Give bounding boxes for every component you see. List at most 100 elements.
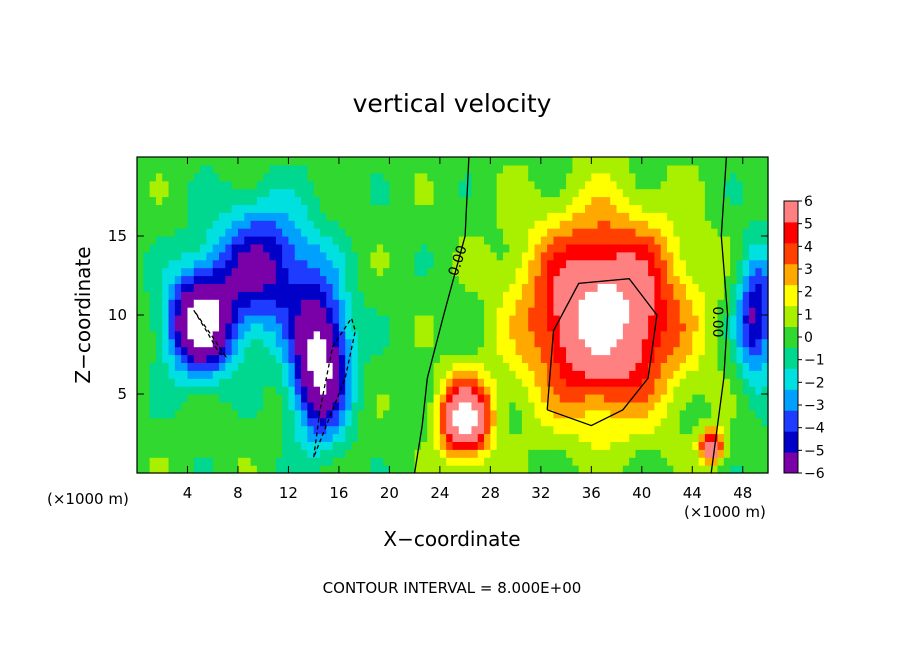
heatmap-cell	[698, 157, 706, 166]
heatmap-cell	[597, 370, 605, 379]
heatmap-cell	[730, 259, 738, 269]
heatmap-cell	[212, 457, 220, 466]
heatmap-cell	[155, 425, 163, 435]
heatmap-cell	[597, 409, 605, 419]
heatmap-cell	[490, 441, 498, 450]
heatmap-cell	[591, 291, 599, 300]
heatmap-cell	[256, 354, 264, 363]
heatmap-cell	[162, 449, 170, 458]
heatmap-cell	[603, 299, 611, 308]
heatmap-cell	[673, 449, 681, 458]
heatmap-cell	[452, 386, 460, 395]
heatmap-cell	[667, 188, 674, 198]
heatmap-cell	[338, 378, 346, 387]
heatmap-cell	[206, 338, 214, 348]
heatmap-cell	[414, 196, 422, 205]
heatmap-cell	[698, 417, 706, 427]
heatmap-cell	[420, 164, 428, 174]
heatmap-cell	[345, 196, 353, 205]
y-tick-label: 10	[108, 306, 127, 324]
heatmap-cell	[193, 386, 201, 395]
heatmap-cell	[698, 409, 706, 419]
heatmap-cell	[332, 370, 340, 379]
heatmap-cell	[509, 204, 517, 213]
heatmap-cell	[193, 401, 201, 411]
heatmap-cell	[490, 291, 498, 300]
heatmap-cell	[155, 441, 163, 450]
heatmap-cell	[206, 370, 214, 379]
heatmap-cell	[559, 188, 567, 198]
heatmap-cell	[275, 322, 283, 332]
heatmap-cell	[212, 267, 220, 277]
heatmap-cell	[370, 409, 378, 419]
heatmap-cell	[357, 212, 365, 221]
heatmap-cell	[288, 164, 296, 174]
heatmap-cell	[559, 386, 567, 395]
heatmap-cell	[313, 204, 321, 213]
heatmap-cell	[559, 275, 567, 284]
heatmap-cell	[736, 259, 744, 269]
heatmap-cell	[263, 346, 271, 356]
heatmap-cell	[168, 401, 176, 411]
heatmap-cell	[174, 157, 182, 166]
heatmap-cell	[263, 425, 271, 435]
heatmap-cell	[730, 449, 738, 458]
heatmap-cell	[622, 354, 630, 363]
heatmap-cell	[692, 243, 700, 253]
heatmap-cell	[193, 172, 201, 182]
heatmap-cell	[515, 291, 523, 300]
heatmap-cell	[648, 354, 656, 363]
heatmap-cell	[610, 220, 618, 229]
heatmap-cell	[559, 299, 567, 308]
heatmap-cell	[313, 322, 321, 332]
heatmap-cell	[704, 370, 712, 379]
heatmap-cell	[206, 346, 214, 356]
heatmap-cell	[553, 283, 561, 292]
heatmap-cell	[749, 307, 756, 316]
heatmap-cell	[761, 354, 769, 363]
heatmap-cell	[679, 267, 687, 277]
heatmap-cell	[496, 283, 504, 292]
heatmap-cell	[402, 354, 409, 363]
contour-label-zero-right: 0.00	[709, 306, 725, 337]
heatmap-cell	[648, 291, 656, 300]
heatmap-cell	[338, 307, 346, 316]
heatmap-cell	[723, 394, 731, 403]
heatmap-cell	[174, 386, 182, 395]
heatmap-cell	[402, 409, 409, 419]
heatmap-cell	[420, 346, 428, 356]
heatmap-cell	[578, 322, 586, 332]
heatmap-cell	[717, 283, 725, 292]
heatmap-cell	[376, 346, 384, 356]
heatmap-cell	[370, 291, 378, 300]
heatmap-cell	[667, 283, 674, 292]
heatmap-cell	[250, 322, 258, 332]
heatmap-cell	[414, 401, 422, 411]
heatmap-cell	[181, 236, 189, 245]
heatmap-cell	[566, 465, 573, 474]
heatmap-cell	[717, 322, 725, 332]
heatmap-cell	[711, 378, 719, 387]
heatmap-cell	[540, 338, 548, 348]
heatmap-cell	[641, 259, 649, 269]
heatmap-cell	[414, 251, 422, 261]
heatmap-cell	[383, 378, 390, 387]
heatmap-cell	[256, 291, 264, 300]
heatmap-cell	[755, 212, 763, 221]
heatmap-cell	[364, 338, 372, 348]
heatmap-cell	[301, 204, 308, 213]
heatmap-cell	[654, 457, 662, 466]
heatmap-cell	[585, 275, 592, 284]
heatmap-cell	[553, 409, 561, 419]
colorbar-swatch	[784, 263, 798, 286]
heatmap-cell	[629, 370, 637, 379]
heatmap-cell	[496, 204, 504, 213]
heatmap-cell	[723, 188, 731, 198]
heatmap-cell	[181, 449, 189, 458]
heatmap-cell	[534, 425, 542, 435]
heatmap-cell	[237, 409, 245, 419]
heatmap-cell	[730, 394, 738, 403]
heatmap-cell	[225, 196, 233, 205]
heatmap-cell	[484, 457, 491, 466]
heatmap-cell	[603, 204, 611, 213]
